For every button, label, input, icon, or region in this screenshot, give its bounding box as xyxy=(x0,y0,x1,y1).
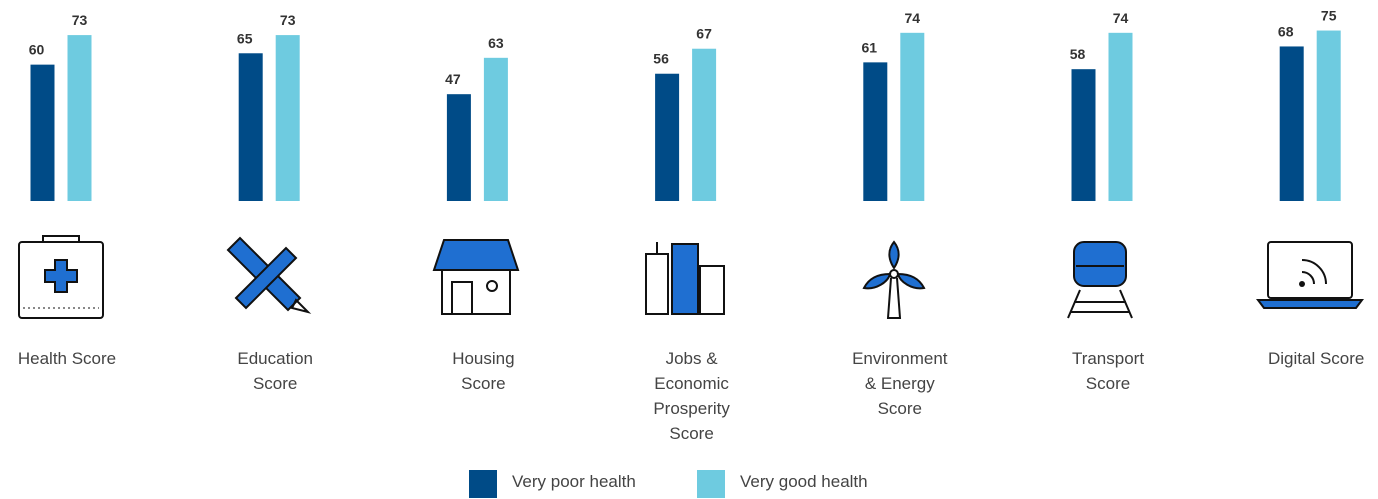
category-label: Jobs & Economic Prosperity Score xyxy=(653,349,730,443)
legend-swatch xyxy=(697,470,725,498)
bar xyxy=(1316,30,1341,201)
value-label: 58 xyxy=(1070,46,1086,62)
value-label: 68 xyxy=(1278,23,1294,39)
legend-label: Very poor health xyxy=(512,472,636,491)
bar xyxy=(30,64,55,202)
bar xyxy=(67,35,92,201)
category-label: Transport Score xyxy=(1071,349,1145,393)
category-label: Education Score xyxy=(237,349,313,393)
bar xyxy=(483,57,508,202)
category-label: Digital Score xyxy=(1268,349,1365,368)
value-label: 61 xyxy=(862,39,878,55)
value-label: 74 xyxy=(905,10,921,26)
value-label: 74 xyxy=(1113,10,1129,26)
category-label: Health Score xyxy=(17,349,117,368)
value-label: 73 xyxy=(72,12,88,28)
value-label: 63 xyxy=(488,35,504,51)
icon-digital xyxy=(1256,241,1364,309)
bar xyxy=(900,32,925,202)
bar xyxy=(1279,46,1304,201)
value-label: 65 xyxy=(237,30,253,46)
category-label: Housing Score xyxy=(452,349,515,393)
icon-transport xyxy=(1067,241,1133,319)
value-label: 47 xyxy=(445,71,461,87)
bar xyxy=(1071,69,1096,201)
category-label: Environment & Energy Score xyxy=(852,349,948,418)
bar xyxy=(238,53,263,201)
legend-swatch xyxy=(469,470,497,498)
bar xyxy=(446,94,471,201)
icon-housing xyxy=(432,239,520,315)
legend-label: Very good health xyxy=(740,472,868,491)
value-label: 75 xyxy=(1321,8,1337,24)
value-label: 67 xyxy=(696,26,712,42)
value-label: 56 xyxy=(653,51,669,67)
bar xyxy=(863,62,888,202)
icon-health xyxy=(18,235,104,319)
icon-jobs xyxy=(645,242,725,315)
bar xyxy=(275,35,300,201)
bar xyxy=(692,48,717,202)
bar xyxy=(655,73,680,201)
icon-energy xyxy=(862,240,926,319)
bar xyxy=(1108,32,1133,202)
value-label: 73 xyxy=(280,12,296,28)
value-label: 60 xyxy=(29,42,45,58)
icon-education xyxy=(226,236,312,314)
